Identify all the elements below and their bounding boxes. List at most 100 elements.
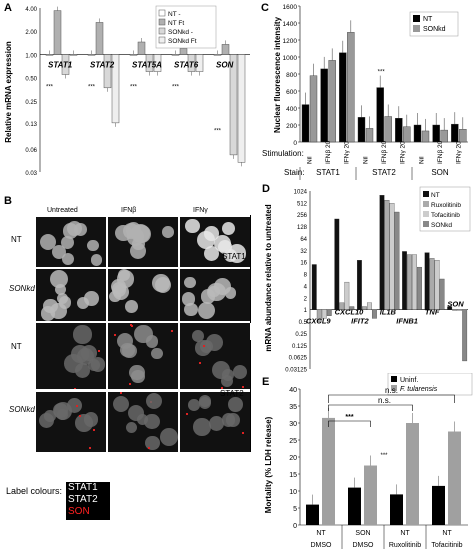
chart-d-ytick: 4 — [304, 284, 308, 290]
cell-nucleus — [91, 254, 103, 266]
cell-nucleus — [145, 435, 160, 451]
son-speckle — [147, 446, 150, 449]
row-label-nt-2: NT — [11, 342, 22, 351]
row-label-sonkd-2: SONkd — [9, 405, 35, 414]
chart-e-xtick-bottom: Ruxolitinib — [389, 542, 421, 549]
cell-nucleus — [136, 414, 148, 426]
chart-d-ytick: 32 — [300, 249, 307, 255]
chart-d-legend-swatch — [423, 221, 429, 227]
chart-e-sig-label: n.s. — [385, 386, 398, 395]
micrograph-tile — [180, 217, 250, 267]
label-colours-box: STAT1 STAT2 SON — [66, 482, 110, 520]
chart-d-ytick: 0.25 — [295, 332, 307, 338]
chart-a-gene-label: STAT2 — [90, 60, 115, 69]
chart-d-bar — [457, 309, 463, 311]
panel-c-letter: C — [261, 2, 269, 14]
chart-c-ylabel: Nuclear fluorescence intensity — [273, 16, 282, 133]
cell-nucleus — [57, 292, 69, 305]
cell-nucleus — [61, 235, 75, 249]
chart-e-bar — [432, 485, 445, 525]
chart-d-legend-swatch — [423, 201, 429, 207]
cell-nucleus — [181, 292, 196, 306]
chart-d-ytick: 256 — [297, 213, 308, 219]
cell-nucleus — [38, 412, 55, 428]
row-label-sonkd-1: SONkd — [9, 284, 35, 293]
chart-d-bar — [334, 218, 340, 310]
chart-e-ytick: 20 — [289, 455, 297, 462]
chart-e-bar — [306, 504, 319, 525]
chart-e-legend-label: F. tularensis — [400, 386, 438, 393]
group-label-stat1: STAT1 — [222, 252, 246, 261]
chart-c-bar — [395, 117, 403, 143]
cell-nucleus — [124, 299, 138, 313]
cell-nucleus — [221, 413, 236, 428]
chart-e-ytick: 0 — [293, 523, 297, 530]
chart-a-bar — [229, 54, 238, 156]
chart-d-bar — [356, 260, 362, 310]
chart-d-ytick: 64 — [300, 237, 307, 243]
chart-c-ytick: 200 — [286, 123, 297, 130]
cell-nucleus — [49, 269, 68, 288]
son-speckle — [242, 432, 245, 435]
son-speckle — [242, 385, 245, 388]
chart-a-ytick: 0.03 — [25, 171, 37, 177]
chart-d-gene-label: IFNB1 — [396, 317, 418, 326]
cell-nucleus — [227, 396, 243, 412]
chart-c-ytick: 1200 — [283, 38, 298, 45]
chart-c-bar — [413, 124, 422, 143]
chart-a-legend-label: SONkd Ft — [168, 38, 197, 45]
cell-nucleus — [53, 402, 68, 418]
chart-d-bar — [429, 258, 435, 310]
chart-a-bar — [137, 41, 146, 55]
son-speckle — [75, 404, 78, 407]
chart-d-ytick: 0.0625 — [289, 356, 308, 362]
chart-d-bar — [339, 302, 345, 310]
son-speckle — [221, 386, 224, 389]
micrograph-tile — [36, 217, 106, 267]
chart-c-bar — [451, 123, 459, 143]
chart-c-bar — [432, 124, 440, 143]
chart-e-xtick-top: NT — [316, 530, 326, 537]
cell-nucleus — [204, 246, 220, 262]
cell-nucleus — [73, 325, 92, 344]
son-speckle — [199, 361, 202, 364]
son-speckle — [119, 392, 122, 395]
cell-nucleus — [143, 413, 160, 430]
chart-c: Nuclear fluorescence intensity 0 200 400 60… — [262, 4, 468, 180]
cell-nucleus — [76, 296, 90, 309]
chart-e-ytick: 25 — [289, 438, 297, 445]
son-speckle — [131, 324, 134, 327]
chart-e-sig-label: *** — [381, 453, 389, 459]
cell-nucleus — [42, 298, 58, 314]
chart-a-ytick: 4.00 — [25, 7, 37, 13]
col-header-ifng: IFNγ — [193, 207, 208, 214]
chart-d-bar — [412, 254, 417, 310]
cell-nucleus — [222, 221, 236, 235]
chart-a-star: *** — [88, 84, 96, 90]
chart-a-bar — [179, 48, 188, 55]
son-speckle — [186, 413, 189, 416]
chart-d-bar — [389, 203, 395, 310]
chart-c-bar — [320, 68, 328, 143]
chart-d-legend-label: NT — [431, 192, 440, 199]
chart-a-bar — [171, 54, 180, 56]
son-speckle — [171, 329, 173, 332]
chart-e-bar — [390, 494, 403, 525]
label-colour-son: SON — [68, 506, 90, 517]
chart-e-legend-swatch — [391, 376, 397, 382]
chart-e-ytick: 30 — [289, 421, 297, 428]
chart-d-bar — [407, 254, 412, 310]
chart-d-gene-label: IFIT2 — [351, 317, 369, 326]
cell-nucleus — [211, 360, 231, 379]
chart-e-ylabel: Mortality (% LDH release) — [264, 416, 273, 513]
chart-c-bar — [376, 87, 384, 143]
micrograph-tile — [108, 392, 178, 452]
chart-d-gene-label: CXCL9 — [306, 317, 331, 326]
stat2-bracket — [250, 340, 251, 452]
col-header-ifnb: IFNβ — [121, 207, 137, 214]
micrograph-tile — [36, 392, 106, 452]
chart-a-gene-label: STAT6 — [174, 60, 199, 69]
chart-a-legend-swatch — [158, 9, 166, 17]
chart-a-bar — [237, 54, 246, 163]
chart-e-xtick-top: NT — [400, 530, 410, 537]
